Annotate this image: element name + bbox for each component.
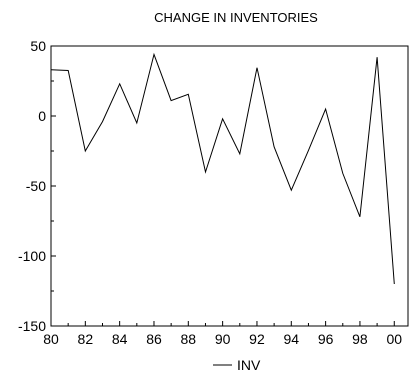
x-tick-label: 84 bbox=[112, 331, 128, 347]
chart-title: CHANGE IN INVENTORIES bbox=[154, 10, 318, 25]
y-tick-label: 50 bbox=[30, 38, 46, 54]
legend-label-inv: INV bbox=[237, 357, 261, 373]
x-tick-label: 90 bbox=[215, 331, 231, 347]
series-layer bbox=[50, 52, 395, 285]
y-tick-label: -150 bbox=[18, 318, 46, 334]
series-line-inv bbox=[50, 52, 395, 285]
x-tick-label: 96 bbox=[318, 331, 334, 347]
y-tick-label: -50 bbox=[26, 178, 46, 194]
plot-frame bbox=[50, 45, 409, 327]
x-tick-label: 98 bbox=[352, 331, 368, 347]
x-tick-label: 82 bbox=[78, 331, 94, 347]
y-tick-label: 0 bbox=[38, 108, 46, 124]
x-axis: 80 82 84 86 88 90 92 94 96 98 00 bbox=[43, 321, 402, 347]
x-tick-label: 86 bbox=[146, 331, 162, 347]
y-axis: 50 0 -50 -100 -150 bbox=[18, 38, 56, 334]
y-tick-label: -100 bbox=[18, 248, 46, 264]
x-tick-label: 94 bbox=[283, 331, 299, 347]
x-tick-label: 88 bbox=[181, 331, 197, 347]
x-tick-label: 80 bbox=[43, 331, 59, 347]
legend: INV bbox=[213, 357, 261, 373]
axes bbox=[50, 45, 409, 327]
x-tick-label: 00 bbox=[386, 331, 402, 347]
x-tick-label: 92 bbox=[249, 331, 265, 347]
